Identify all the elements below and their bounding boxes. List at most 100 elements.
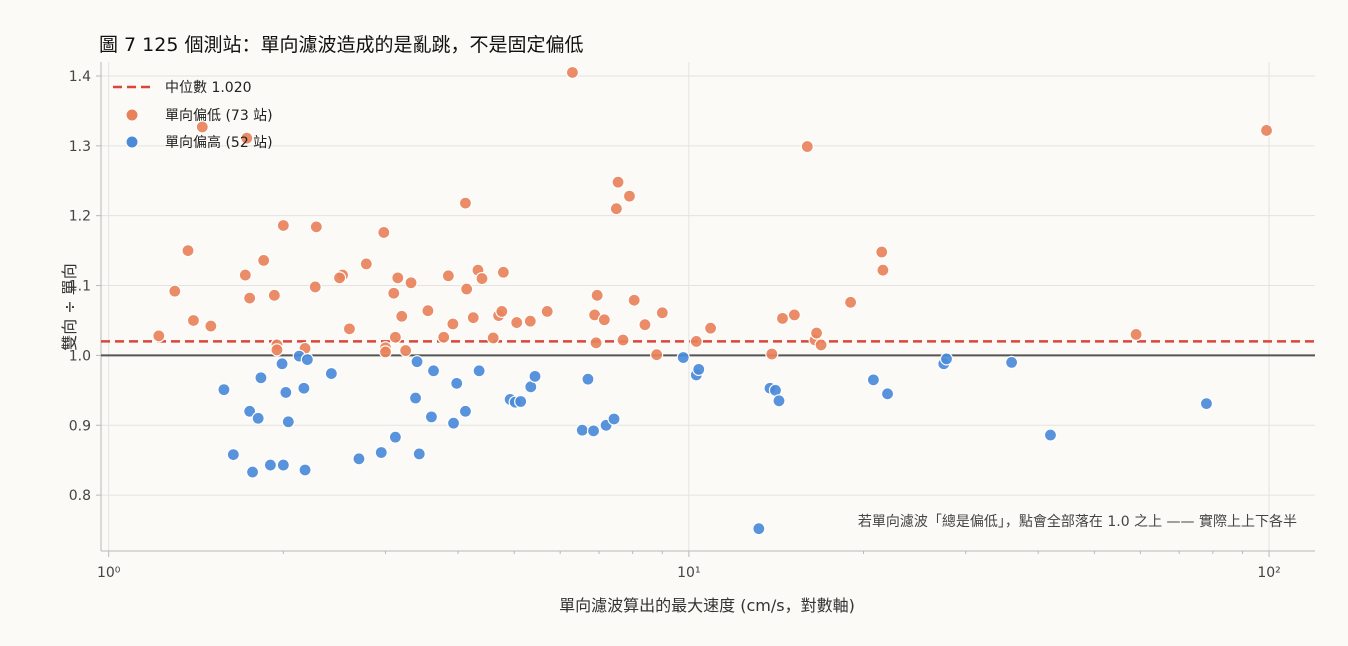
point-above bbox=[752, 522, 766, 536]
legend-below-label: 單向偏低 (73 站) bbox=[165, 108, 273, 124]
point-below bbox=[238, 268, 252, 282]
point-below bbox=[876, 263, 890, 277]
point-above bbox=[575, 423, 589, 437]
point-above bbox=[352, 452, 366, 466]
y-tick-label: 1.3 bbox=[69, 139, 91, 155]
axes: 0.8 0.9 1.0 1.1 1.2 1.3 1.4 10⁰ 10¹ 10² bbox=[69, 62, 1315, 581]
point-below bbox=[342, 322, 357, 336]
point-above bbox=[281, 415, 295, 429]
point-below bbox=[496, 265, 511, 279]
point-below bbox=[540, 304, 554, 318]
x-tick-label: 10¹ bbox=[677, 565, 700, 581]
point-below bbox=[638, 318, 652, 332]
y-tick-label: 1.4 bbox=[69, 69, 91, 85]
point-below bbox=[814, 338, 828, 352]
legend: 中位數 1.020 單向偏低 (73 站) 單向偏高 (52 站) bbox=[113, 80, 273, 151]
point-below bbox=[458, 196, 473, 210]
point-below bbox=[152, 329, 166, 343]
point-below bbox=[689, 334, 703, 349]
point-above bbox=[586, 424, 601, 438]
point-below bbox=[168, 284, 182, 298]
point-above bbox=[324, 366, 338, 381]
point-above bbox=[581, 372, 595, 386]
x-tick-label: 10² bbox=[1257, 565, 1280, 581]
y-tick-label: 0.8 bbox=[69, 488, 91, 504]
point-above bbox=[866, 373, 881, 387]
legend-median-label: 中位數 1.020 bbox=[165, 80, 252, 96]
y-tick-label: 1.2 bbox=[69, 209, 91, 225]
point-below bbox=[765, 347, 779, 361]
point-above bbox=[279, 385, 293, 400]
data-points bbox=[152, 65, 1274, 536]
point-below bbox=[486, 331, 500, 345]
point-below bbox=[787, 308, 801, 322]
point-below bbox=[388, 330, 402, 344]
point-below bbox=[257, 253, 271, 267]
point-above bbox=[251, 411, 265, 425]
point-above bbox=[426, 364, 441, 378]
chart-annotation: 若單向濾波「總是偏低」，點會全部落在 1.0 之上 —— 實際上上下各半 bbox=[858, 513, 1297, 530]
point-below bbox=[404, 276, 418, 290]
point-above bbox=[298, 463, 312, 477]
point-below bbox=[843, 295, 858, 309]
point-below bbox=[655, 306, 669, 320]
point-below bbox=[204, 319, 218, 333]
point-below bbox=[243, 291, 257, 305]
point-above bbox=[254, 371, 268, 385]
point-below bbox=[703, 321, 718, 335]
point-above bbox=[446, 416, 461, 430]
point-below bbox=[466, 311, 480, 325]
point-below bbox=[437, 330, 451, 344]
point-above bbox=[1199, 397, 1214, 411]
point-below bbox=[800, 139, 814, 154]
point-above bbox=[692, 362, 706, 376]
point-below bbox=[590, 288, 604, 302]
point-below bbox=[1259, 123, 1274, 138]
point-below bbox=[565, 65, 580, 80]
point-below bbox=[446, 317, 460, 331]
point-below bbox=[495, 304, 509, 318]
point-below bbox=[597, 313, 611, 327]
point-below bbox=[510, 315, 524, 330]
y-tick-label: 0.9 bbox=[69, 418, 91, 434]
point-above bbox=[263, 458, 278, 472]
point-below bbox=[181, 244, 195, 258]
point-below bbox=[775, 311, 790, 325]
legend-below-swatch bbox=[125, 108, 139, 122]
point-above bbox=[880, 387, 895, 401]
point-below bbox=[441, 269, 455, 283]
point-below bbox=[589, 336, 603, 350]
point-below bbox=[240, 131, 254, 145]
point-below bbox=[395, 309, 409, 323]
point-above bbox=[226, 447, 240, 462]
point-above bbox=[300, 352, 314, 367]
point-below bbox=[627, 293, 641, 307]
point-above bbox=[514, 394, 528, 409]
point-above bbox=[245, 465, 260, 479]
y-tick-label: 1.1 bbox=[69, 279, 91, 295]
point-below bbox=[609, 202, 623, 216]
point-below bbox=[359, 257, 373, 271]
point-above bbox=[412, 447, 426, 461]
point-below bbox=[523, 314, 537, 328]
point-below bbox=[622, 189, 637, 203]
point-below bbox=[391, 271, 405, 285]
point-below bbox=[387, 286, 401, 300]
point-above bbox=[458, 404, 473, 418]
point-above bbox=[1043, 428, 1058, 442]
point-below bbox=[267, 288, 281, 302]
point-below bbox=[399, 343, 413, 358]
point-below bbox=[377, 225, 391, 240]
point-below bbox=[475, 271, 489, 286]
point-below bbox=[378, 345, 393, 359]
point-below bbox=[616, 333, 630, 347]
point-above bbox=[410, 355, 424, 369]
point-below bbox=[308, 280, 322, 294]
point-above bbox=[450, 376, 464, 390]
point-above bbox=[374, 445, 388, 460]
point-below bbox=[186, 313, 201, 328]
point-below bbox=[270, 343, 284, 357]
point-below bbox=[276, 218, 290, 233]
